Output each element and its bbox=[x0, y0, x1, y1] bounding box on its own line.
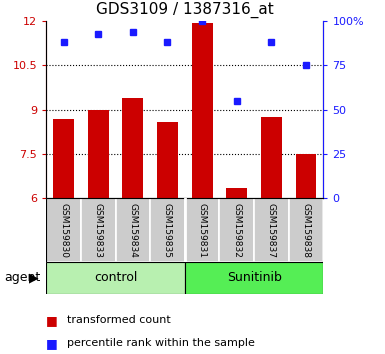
Bar bbox=[254, 198, 289, 262]
Bar bbox=[53, 119, 74, 198]
Text: Sunitinib: Sunitinib bbox=[227, 272, 281, 284]
Text: GSM159833: GSM159833 bbox=[94, 202, 103, 258]
Bar bbox=[289, 198, 323, 262]
Bar bbox=[46, 198, 81, 262]
Text: GSM159830: GSM159830 bbox=[59, 202, 68, 258]
Bar bbox=[157, 121, 178, 198]
Bar bbox=[226, 188, 247, 198]
Bar bbox=[185, 262, 323, 294]
Text: control: control bbox=[94, 272, 137, 284]
Bar bbox=[219, 198, 254, 262]
Text: ■: ■ bbox=[46, 337, 58, 350]
Text: ■: ■ bbox=[46, 314, 58, 327]
Bar bbox=[116, 198, 150, 262]
Text: GSM159831: GSM159831 bbox=[198, 202, 207, 258]
Text: GSM159835: GSM159835 bbox=[163, 202, 172, 258]
Bar bbox=[150, 198, 185, 262]
Bar bbox=[46, 262, 185, 294]
Bar bbox=[122, 98, 143, 198]
Bar bbox=[261, 117, 282, 198]
Title: GDS3109 / 1387316_at: GDS3109 / 1387316_at bbox=[96, 2, 274, 18]
Bar bbox=[81, 198, 116, 262]
Bar bbox=[192, 23, 213, 198]
Text: GSM159832: GSM159832 bbox=[232, 202, 241, 258]
Text: GSM159837: GSM159837 bbox=[267, 202, 276, 258]
Text: GSM159834: GSM159834 bbox=[128, 202, 137, 258]
Text: GSM159838: GSM159838 bbox=[301, 202, 311, 258]
Bar bbox=[185, 198, 219, 262]
Text: ▶: ▶ bbox=[29, 272, 38, 284]
Text: percentile rank within the sample: percentile rank within the sample bbox=[67, 338, 255, 348]
Bar bbox=[296, 154, 316, 198]
Text: transformed count: transformed count bbox=[67, 315, 171, 325]
Bar bbox=[88, 110, 109, 198]
Text: agent: agent bbox=[4, 272, 40, 284]
